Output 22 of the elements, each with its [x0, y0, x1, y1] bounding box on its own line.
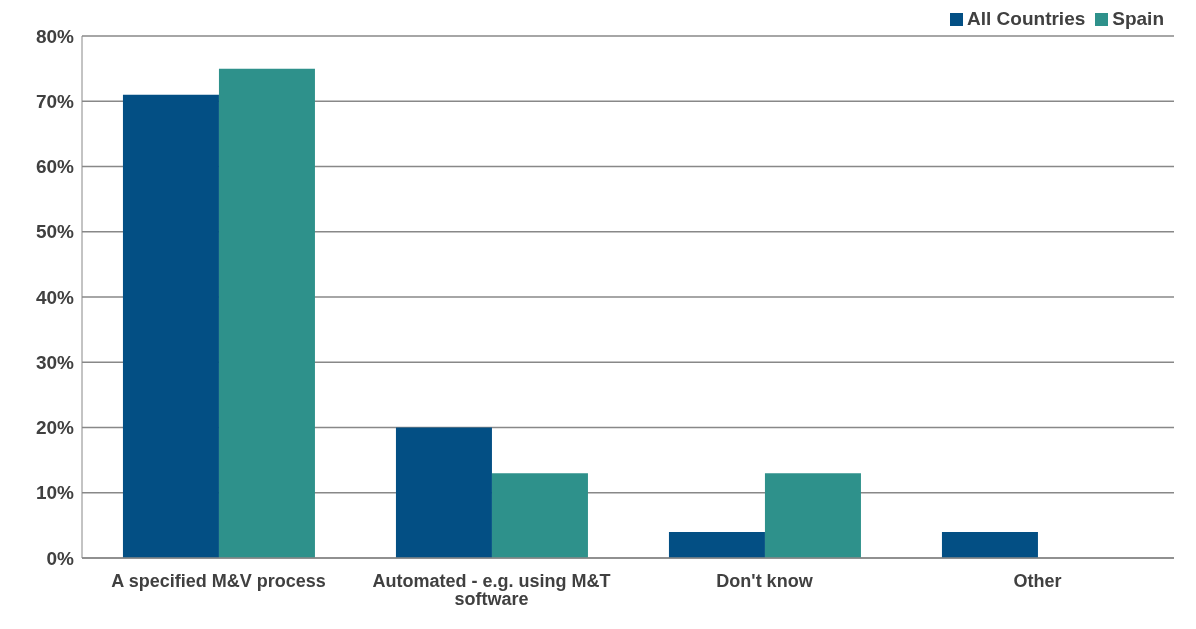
- bar: [122, 94, 219, 558]
- bar: [218, 68, 315, 558]
- y-tick-label: 80%: [35, 25, 75, 47]
- legend-label: Spain: [1112, 8, 1164, 29]
- y-tick-label: 50%: [35, 221, 75, 243]
- x-tick-label: Other: [1013, 570, 1062, 591]
- bar: [941, 531, 1038, 558]
- y-tick-label: 30%: [35, 351, 75, 373]
- bar: [395, 427, 492, 558]
- x-tick-label: Don't know: [716, 570, 814, 591]
- x-tick-label: A specified M&V process: [111, 570, 326, 591]
- y-tick-label: 20%: [35, 417, 75, 439]
- y-tick-label: 40%: [35, 286, 75, 308]
- bar: [764, 473, 861, 558]
- legend-label: All Countries: [967, 8, 1086, 29]
- x-tick-label: Automated - e.g. using M&T software: [372, 570, 611, 609]
- y-tick-label: 10%: [35, 482, 75, 504]
- bar: [668, 531, 765, 558]
- y-tick-label: 60%: [35, 156, 75, 178]
- y-tick-label: 70%: [35, 91, 75, 112]
- bar: [491, 473, 588, 558]
- y-tick-label: 0%: [46, 547, 75, 569]
